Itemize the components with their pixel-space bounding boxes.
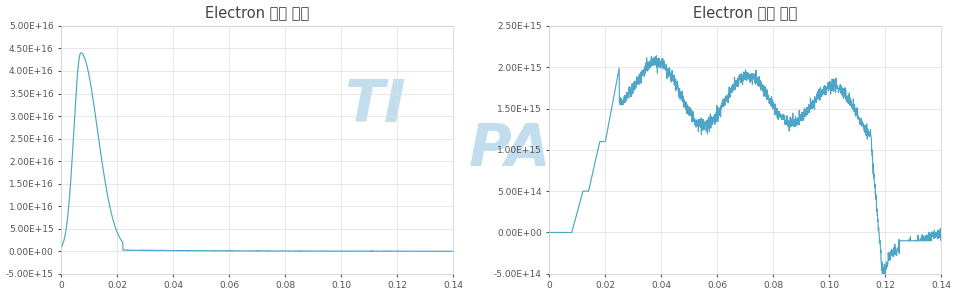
Title: Electron 밀도 분포: Electron 밀도 분포 [205,6,309,20]
Text: TI: TI [345,77,406,134]
Title: Electron 밀도 분포: Electron 밀도 분포 [693,6,797,20]
Text: PA: PA [469,121,551,178]
